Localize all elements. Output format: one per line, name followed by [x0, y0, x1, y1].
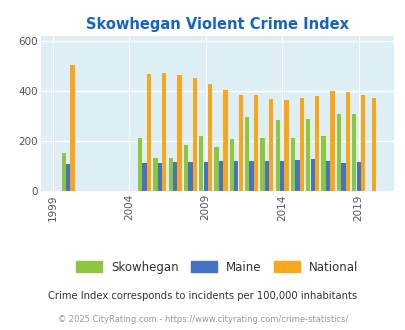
- Bar: [325, 161, 329, 191]
- Text: © 2025 CityRating.com - https://www.cityrating.com/crime-statistics/: © 2025 CityRating.com - https://www.city…: [58, 315, 347, 324]
- Bar: [360, 95, 364, 191]
- Bar: [183, 145, 188, 191]
- Bar: [351, 115, 356, 191]
- Bar: [188, 162, 192, 191]
- Bar: [218, 161, 223, 191]
- Title: Skowhegan Violent Crime Index: Skowhegan Violent Crime Index: [85, 17, 348, 32]
- Bar: [294, 160, 299, 191]
- Bar: [336, 114, 340, 191]
- Bar: [162, 73, 166, 191]
- Bar: [279, 161, 284, 191]
- Bar: [223, 90, 227, 191]
- Bar: [173, 162, 177, 191]
- Bar: [290, 138, 294, 191]
- Bar: [229, 139, 233, 191]
- Bar: [192, 78, 196, 191]
- Bar: [138, 138, 142, 191]
- Bar: [299, 98, 303, 191]
- Text: Crime Index corresponds to incidents per 100,000 inhabitants: Crime Index corresponds to incidents per…: [48, 291, 357, 301]
- Bar: [245, 117, 249, 191]
- Bar: [142, 163, 146, 191]
- Bar: [321, 136, 325, 191]
- Bar: [345, 92, 349, 191]
- Bar: [310, 159, 314, 191]
- Bar: [177, 75, 181, 191]
- Bar: [314, 96, 319, 191]
- Bar: [207, 84, 212, 191]
- Bar: [275, 120, 279, 191]
- Bar: [238, 95, 242, 191]
- Bar: [168, 158, 173, 191]
- Bar: [260, 138, 264, 191]
- Bar: [269, 99, 273, 191]
- Bar: [284, 100, 288, 191]
- Bar: [330, 91, 334, 191]
- Bar: [153, 158, 157, 191]
- Bar: [264, 161, 269, 191]
- Legend: Skowhegan, Maine, National: Skowhegan, Maine, National: [71, 256, 362, 279]
- Bar: [249, 161, 253, 191]
- Bar: [62, 153, 66, 191]
- Bar: [70, 65, 75, 191]
- Bar: [356, 162, 360, 191]
- Bar: [157, 163, 162, 191]
- Bar: [147, 74, 151, 191]
- Bar: [203, 162, 207, 191]
- Bar: [66, 164, 70, 191]
- Bar: [214, 148, 218, 191]
- Bar: [234, 161, 238, 191]
- Bar: [199, 136, 203, 191]
- Bar: [305, 119, 310, 191]
- Bar: [340, 163, 345, 191]
- Bar: [253, 95, 258, 191]
- Bar: [371, 98, 375, 191]
